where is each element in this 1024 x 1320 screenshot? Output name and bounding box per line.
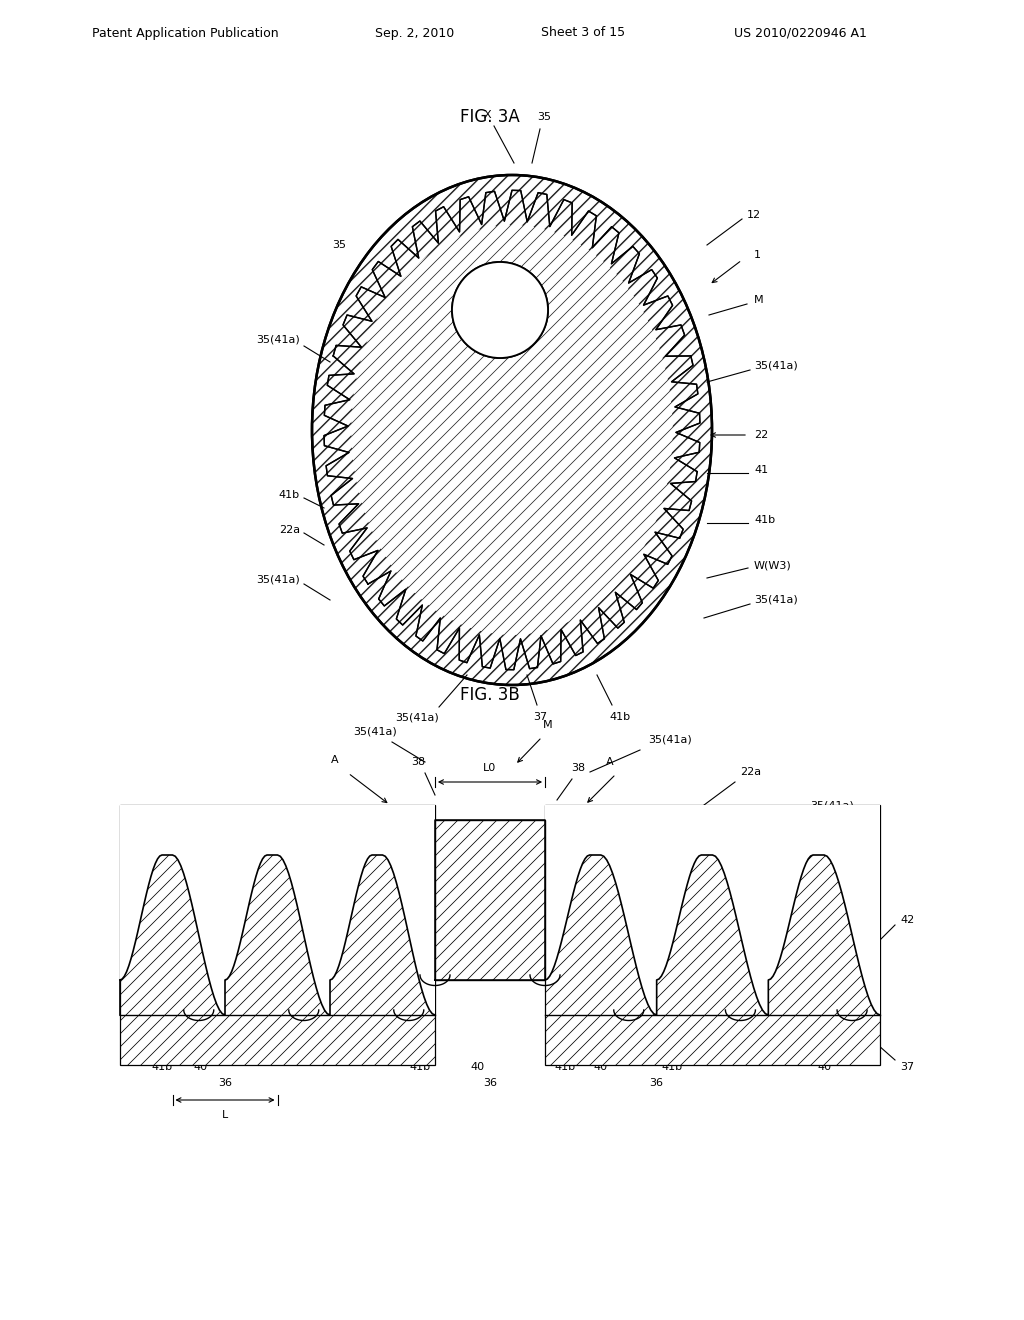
Text: 41b: 41b	[279, 490, 300, 500]
Text: W(W3): W(W3)	[754, 560, 792, 570]
Text: X: X	[483, 110, 490, 120]
Text: 40: 40	[817, 1063, 831, 1072]
Text: 35(41a): 35(41a)	[754, 360, 798, 370]
Ellipse shape	[351, 226, 673, 635]
Text: 36: 36	[420, 319, 434, 330]
Text: FIG. 3B: FIG. 3B	[460, 686, 520, 704]
Text: 22: 22	[754, 430, 768, 440]
Text: 36: 36	[649, 1078, 664, 1088]
Text: FIG. 3A: FIG. 3A	[460, 108, 520, 125]
Text: A: A	[331, 755, 339, 766]
Ellipse shape	[312, 176, 712, 685]
Text: 35(41a): 35(41a)	[256, 576, 300, 585]
Polygon shape	[120, 805, 435, 1065]
Text: 38: 38	[571, 763, 585, 774]
Text: 40: 40	[594, 1063, 608, 1072]
Text: 47: 47	[483, 935, 497, 945]
Text: Sep. 2, 2010: Sep. 2, 2010	[376, 26, 455, 40]
Text: 35(41a): 35(41a)	[810, 800, 854, 810]
Text: 41: 41	[754, 465, 768, 475]
Text: L: L	[222, 1110, 228, 1119]
Text: Sheet 3 of 15: Sheet 3 of 15	[541, 26, 625, 40]
Text: 22a: 22a	[279, 525, 300, 535]
Text: 41b: 41b	[754, 515, 775, 525]
Text: M: M	[754, 294, 764, 305]
Text: 38: 38	[411, 756, 425, 767]
Text: L0: L0	[483, 763, 497, 774]
Text: A: A	[606, 756, 613, 767]
Text: 35: 35	[537, 112, 551, 121]
Text: 41b: 41b	[410, 1063, 430, 1072]
Polygon shape	[120, 805, 435, 1015]
Text: 41b: 41b	[609, 711, 631, 722]
Text: 36: 36	[567, 345, 581, 355]
Text: M: M	[543, 719, 553, 730]
Text: 41b: 41b	[662, 1063, 682, 1072]
Text: 22a: 22a	[740, 767, 761, 777]
Text: 36: 36	[483, 1078, 497, 1088]
Circle shape	[452, 261, 548, 358]
Text: 35(41a): 35(41a)	[395, 711, 439, 722]
Text: 36: 36	[450, 506, 464, 515]
Circle shape	[452, 261, 548, 358]
Text: 22: 22	[264, 875, 278, 884]
Text: 41: 41	[181, 845, 195, 855]
Text: 36: 36	[580, 490, 594, 500]
Text: 35(41a): 35(41a)	[754, 595, 798, 605]
Text: 41b: 41b	[152, 1063, 173, 1072]
Polygon shape	[435, 820, 545, 979]
Text: 40: 40	[470, 1063, 484, 1072]
Text: 41b: 41b	[554, 1063, 575, 1072]
Text: 36: 36	[218, 1078, 232, 1088]
Text: 35(41a): 35(41a)	[256, 335, 300, 345]
Text: 35(41a): 35(41a)	[353, 727, 397, 737]
Text: US 2010/0220946 A1: US 2010/0220946 A1	[733, 26, 866, 40]
Text: 35(41a): 35(41a)	[648, 735, 692, 744]
Polygon shape	[545, 805, 880, 1015]
Text: 12: 12	[746, 210, 761, 220]
Text: 1: 1	[754, 249, 761, 260]
Text: 40: 40	[193, 1063, 207, 1072]
Text: 42: 42	[900, 915, 914, 925]
Text: Patent Application Publication: Patent Application Publication	[92, 26, 279, 40]
Text: 35: 35	[332, 240, 346, 249]
Text: 37: 37	[900, 1063, 914, 1072]
Polygon shape	[545, 805, 880, 1065]
Text: 37: 37	[532, 711, 547, 722]
